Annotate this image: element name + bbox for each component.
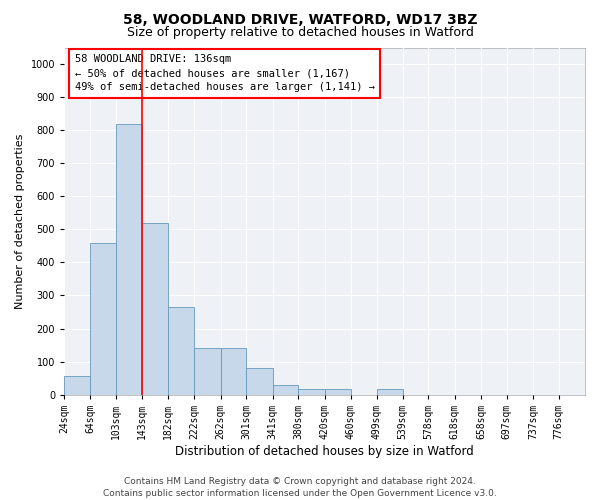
Bar	[194, 348, 221, 395]
Bar	[377, 388, 403, 394]
Text: Size of property relative to detached houses in Watford: Size of property relative to detached ho…	[127, 26, 473, 39]
Text: 58, WOODLAND DRIVE, WATFORD, WD17 3BZ: 58, WOODLAND DRIVE, WATFORD, WD17 3BZ	[123, 12, 477, 26]
Bar	[246, 368, 272, 394]
Bar	[221, 348, 246, 395]
Bar	[64, 376, 91, 394]
Bar	[142, 222, 168, 394]
X-axis label: Distribution of detached houses by size in Watford: Distribution of detached houses by size …	[175, 444, 474, 458]
Text: Contains HM Land Registry data © Crown copyright and database right 2024.
Contai: Contains HM Land Registry data © Crown c…	[103, 476, 497, 498]
Bar	[325, 388, 351, 394]
Bar	[116, 124, 142, 394]
Bar	[272, 386, 298, 394]
Bar	[168, 307, 194, 394]
Y-axis label: Number of detached properties: Number of detached properties	[15, 134, 25, 309]
Bar	[298, 388, 325, 394]
Bar	[91, 242, 116, 394]
Text: 58 WOODLAND DRIVE: 136sqm
← 50% of detached houses are smaller (1,167)
49% of se: 58 WOODLAND DRIVE: 136sqm ← 50% of detac…	[74, 54, 374, 92]
